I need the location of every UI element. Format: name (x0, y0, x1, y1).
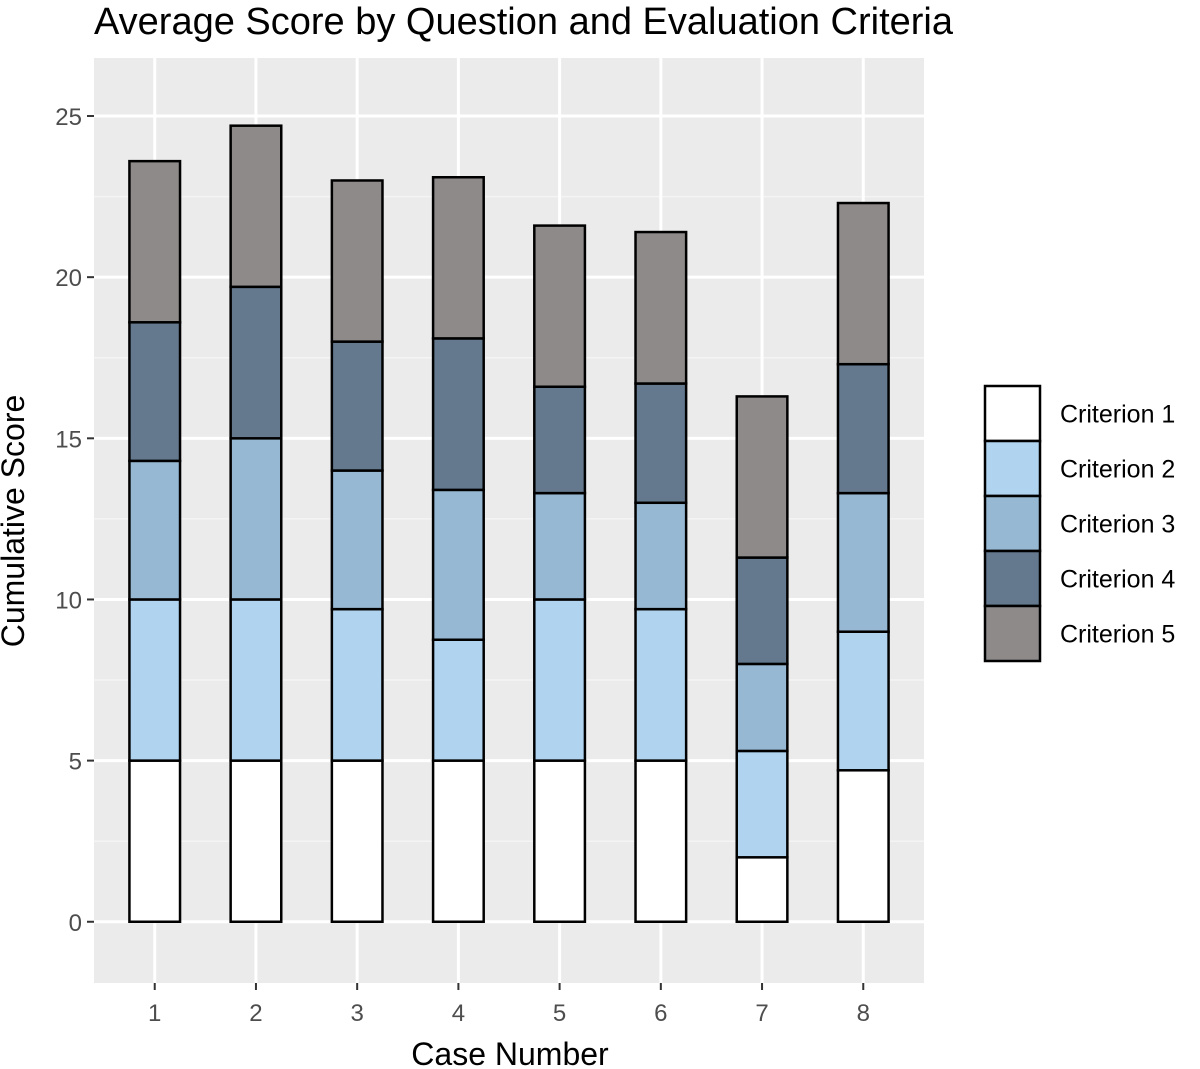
bar-segment-criterion-5 (735, 395, 789, 559)
bar-segment-criterion-5 (431, 176, 485, 340)
bar-segment-criterion-2 (229, 598, 283, 762)
x-axis: 1 2 3 4 5 6 7 8 (148, 983, 870, 1027)
y-tick-label: 25 (55, 104, 82, 131)
bar-segment-criterion-3 (431, 488, 485, 642)
bar-segment-criterion-4 (533, 385, 587, 495)
bar-segment-criterion-1 (431, 759, 485, 924)
bar-segment-criterion-2 (128, 598, 182, 762)
legend-key (983, 604, 1042, 663)
x-tick-label: 1 (148, 1000, 161, 1027)
chart-title: Average Score by Question and Evaluation… (94, 1, 954, 43)
x-tick-label: 5 (553, 1000, 566, 1027)
y-tick-label: 0 (69, 910, 82, 937)
legend-key (983, 439, 1042, 498)
x-tick-label: 8 (857, 1000, 870, 1027)
legend-key (983, 549, 1042, 608)
bar-segment-criterion-4 (330, 340, 384, 472)
x-tick-label: 2 (249, 1000, 262, 1027)
bar-segment-criterion-5 (533, 224, 587, 388)
bar-segment-criterion-4 (634, 382, 688, 505)
y-tick-label: 15 (55, 426, 82, 453)
legend-key (983, 494, 1042, 553)
bar-segment-criterion-2 (330, 607, 384, 762)
bar-segment-criterion-4 (128, 321, 182, 463)
legend-label: Criterion 4 (1060, 566, 1175, 594)
legend-label: Criterion 1 (1060, 401, 1175, 429)
legend-label: Criterion 3 (1060, 511, 1175, 539)
y-axis: 0 5 10 15 20 25 (55, 104, 94, 937)
x-axis-title: Case Number (411, 1036, 609, 1069)
bar-segment-criterion-2 (836, 630, 890, 772)
bar-segment-criterion-3 (229, 437, 283, 601)
bar-segment-criterion-3 (128, 459, 182, 601)
bar-segment-criterion-3 (634, 501, 688, 611)
bar-segment-criterion-3 (735, 662, 789, 753)
x-tick-label: 4 (452, 1000, 465, 1027)
bar-segment-criterion-1 (229, 759, 283, 924)
bar-segment-criterion-2 (735, 749, 789, 859)
legend-key (983, 384, 1042, 443)
bar-segment-criterion-3 (330, 469, 384, 611)
bar-segment-criterion-5 (836, 201, 890, 366)
bar-segment-criterion-5 (128, 159, 182, 324)
bar-segment-criterion-4 (836, 362, 890, 495)
bar-segment-criterion-1 (836, 769, 890, 924)
legend-label: Criterion 2 (1060, 456, 1175, 484)
y-tick-label: 5 (69, 749, 82, 776)
bar-segment-criterion-4 (431, 337, 485, 492)
bar-segment-criterion-3 (836, 491, 890, 633)
bar-segment-criterion-5 (229, 124, 283, 289)
bar-segment-criterion-5 (330, 179, 384, 343)
bar-segment-criterion-5 (634, 230, 688, 385)
bar-segment-criterion-4 (735, 556, 789, 666)
legend-label: Criterion 5 (1060, 621, 1175, 649)
bar-segment-criterion-2 (533, 598, 587, 762)
x-tick-label: 3 (350, 1000, 363, 1027)
bar-segment-criterion-1 (735, 856, 789, 924)
bar-segment-criterion-1 (634, 759, 688, 924)
bar-segment-criterion-2 (431, 638, 485, 762)
bars (128, 124, 890, 924)
y-tick-label: 20 (55, 265, 82, 292)
x-tick-label: 7 (755, 1000, 768, 1027)
bar-segment-criterion-1 (128, 759, 182, 924)
bar-segment-criterion-1 (533, 759, 587, 924)
bar-segment-criterion-1 (330, 759, 384, 924)
x-tick-label: 6 (654, 1000, 667, 1027)
y-tick-label: 10 (55, 587, 82, 614)
bar-segment-criterion-3 (533, 491, 587, 601)
bar-segment-criterion-2 (634, 607, 688, 762)
bar-segment-criterion-4 (229, 285, 283, 440)
y-axis-title: Cumulative Score (0, 395, 31, 648)
legend: Criterion 1 Criterion 2 Criterion 3 Criteri… (983, 384, 1175, 663)
